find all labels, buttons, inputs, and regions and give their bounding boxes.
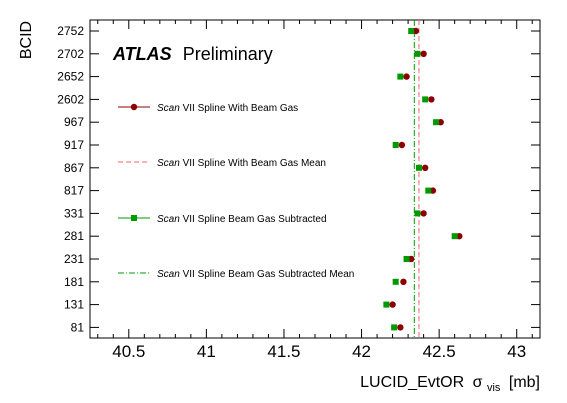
atlas-status: Preliminary <box>183 44 273 64</box>
x-tick-label: 41 <box>197 342 216 361</box>
point-with-beam-gas <box>412 27 420 35</box>
y-tick-label: 967 <box>64 115 84 129</box>
x-axis-title-subscript: vis <box>487 382 501 394</box>
point-beam-gas-subtracted <box>433 119 440 126</box>
legend-label: Scan VII Spline With Beam Gas Mean <box>157 158 326 169</box>
point-with-beam-gas <box>400 278 407 285</box>
data-points <box>383 27 463 331</box>
point-with-beam-gas <box>389 301 396 308</box>
x-axis-title-name: LUCID_EvtOR <box>360 374 464 391</box>
legend-label: Scan VII Spline Beam Gas Subtracted Mean <box>157 269 354 280</box>
plot-frame <box>89 19 541 339</box>
point-with-beam-gas <box>397 324 404 331</box>
x-axis-title-unit: [mb] <box>509 374 540 391</box>
point-with-beam-gas <box>420 210 427 217</box>
legend-label-italic: Scan <box>157 103 180 114</box>
legend-label-rest: VII Spline With Beam Gas <box>180 103 298 114</box>
y-tick-label: 281 <box>64 229 84 243</box>
point-with-beam-gas <box>456 233 463 240</box>
y-tick-label: 181 <box>64 275 84 289</box>
y-tick-label: 331 <box>64 206 84 220</box>
point-beam-gas-subtracted <box>403 256 410 262</box>
point-with-beam-gas <box>421 164 429 171</box>
point-beam-gas-subtracted <box>408 28 415 34</box>
y-tick-label: 231 <box>64 252 84 266</box>
point-with-beam-gas <box>428 96 435 103</box>
point-beam-gas-subtracted <box>392 142 399 148</box>
legend-label-italic: Scan <box>157 214 180 225</box>
atlas-label: ATLAS Preliminary <box>112 44 273 64</box>
point-beam-gas-subtracted <box>415 164 422 171</box>
y-tick-label: 81 <box>71 320 85 334</box>
y-axis-title: BCID <box>18 21 35 59</box>
legend-label: Scan VII Spline Beam Gas Subtracted <box>157 214 327 225</box>
y-tick-label: 917 <box>64 138 84 152</box>
legend-marker-with-beam-gas <box>130 103 138 111</box>
y-tick-label: 2702 <box>57 47 84 61</box>
y-tick-label: 2752 <box>57 24 84 38</box>
point-beam-gas-subtracted <box>383 301 390 308</box>
point-with-beam-gas <box>398 141 406 149</box>
legend-label-italic: Scan <box>157 269 180 280</box>
legend-label-rest: VII Spline Beam Gas Subtracted Mean <box>180 269 355 280</box>
y-tick-label: 817 <box>64 184 84 198</box>
point-with-beam-gas <box>408 255 415 263</box>
point-beam-gas-subtracted <box>422 96 429 103</box>
legend-marker-subtracted <box>131 215 137 221</box>
y-tick-label: 2602 <box>57 92 84 106</box>
point-beam-gas-subtracted <box>425 187 432 194</box>
point-beam-gas-subtracted <box>391 324 398 331</box>
point-with-beam-gas <box>403 73 410 80</box>
legend-label-italic: Scan <box>157 158 180 169</box>
x-tick-label: 40.5 <box>112 342 145 361</box>
y-tick-label: 2652 <box>57 70 84 84</box>
point-beam-gas-subtracted <box>392 278 399 285</box>
legend-label-rest: VII Spline With Beam Gas Mean <box>180 158 326 169</box>
x-tick-label: 41.5 <box>267 342 300 361</box>
x-tick-label: 42 <box>352 342 371 361</box>
legend-label-rest: VII Spline Beam Gas Subtracted <box>180 214 327 225</box>
point-beam-gas-subtracted <box>414 50 421 57</box>
point-beam-gas-subtracted <box>397 73 404 80</box>
point-with-beam-gas <box>429 187 437 194</box>
x-axis: 40.5 41 41.5 42 42.5 43 <box>97 20 533 361</box>
x-axis-title-symbol: σ <box>473 374 483 391</box>
point-with-beam-gas <box>437 119 444 126</box>
y-tick-label: 867 <box>64 161 84 175</box>
x-tick-label: 42.5 <box>423 342 456 361</box>
x-tick-label: 43 <box>507 342 526 361</box>
y-tick-label: 131 <box>64 298 84 312</box>
y-axis: 81 131 181 231 281 331 817 867 917 967 2602 2652 270… <box>57 24 540 334</box>
mean-lines <box>413 20 420 338</box>
atlas-experiment: ATLAS <box>112 44 172 64</box>
x-axis-title: LUCID_EvtOR σ vis [mb] <box>360 374 540 395</box>
legend-label: Scan VII Spline With Beam Gas <box>157 103 298 114</box>
point-beam-gas-subtracted <box>451 233 458 240</box>
point-beam-gas-subtracted <box>414 210 421 217</box>
point-with-beam-gas <box>420 50 427 57</box>
